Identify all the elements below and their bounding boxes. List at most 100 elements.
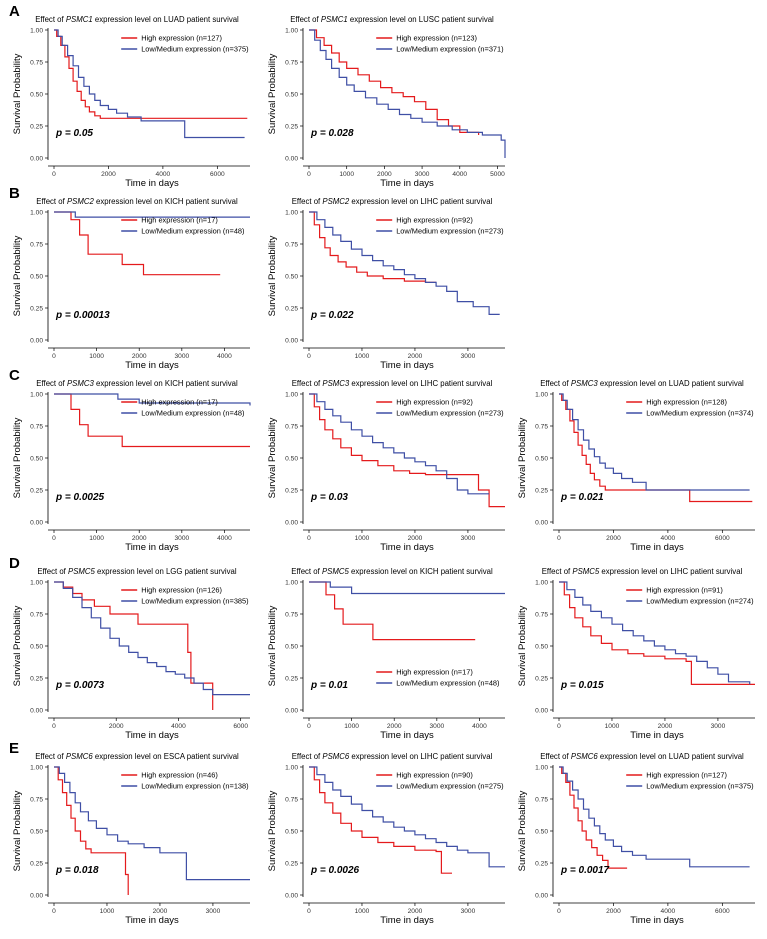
x-tick-label: 4000: [472, 723, 487, 730]
x-tick-label: 6000: [210, 171, 225, 178]
y-tick-label: 0.75: [285, 797, 298, 804]
p-value: p = 0.01: [310, 680, 348, 691]
high-expression-curve: [559, 393, 753, 503]
y-tick-label: 1.00: [285, 210, 298, 217]
y-tick-label: 0.00: [535, 708, 548, 715]
p-value: p = 0.0073: [55, 680, 105, 691]
panel-letter-e: E: [9, 740, 19, 757]
high-expression-curve: [309, 393, 505, 508]
title-gene: PSMC2: [67, 197, 95, 206]
low-medium-expression-curve: [54, 581, 250, 696]
y-axis-label: Survival Probability: [517, 417, 528, 498]
y-tick-label: 0.75: [30, 242, 43, 249]
km-panel-e1-psmc6-esca: Effect of PSMC6 expression level on ESCA…: [12, 752, 250, 926]
p-value: p = 0.0025: [55, 492, 105, 503]
title-prefix: Effect of: [37, 567, 68, 576]
y-tick-label: 0.25: [285, 676, 298, 683]
legend-low-label: Low/Medium expression (n=273): [396, 409, 503, 418]
low-medium-expression-curve: [309, 211, 500, 315]
legend-high-label: High expression (n=92): [396, 398, 473, 407]
title-mid: expression level on: [598, 379, 669, 388]
chart-title: Effect of PSMC2 expression level on KICH…: [36, 197, 238, 206]
x-tick-label: 2000: [377, 171, 392, 178]
high-expression-curve: [54, 766, 129, 895]
title-gene: PSMC3: [322, 379, 350, 388]
y-tick-label: 0.00: [30, 338, 43, 345]
x-axis-label: Time in days: [125, 915, 179, 926]
y-tick-label: 0.25: [30, 861, 43, 868]
chart-title: Effect of PSMC6 expression level on ESCA…: [35, 752, 239, 761]
y-tick-label: 0.00: [30, 708, 43, 715]
high-expression-curve: [309, 766, 452, 874]
x-tick-label: 6000: [715, 908, 730, 915]
title-gene: PSMC6: [66, 752, 94, 761]
low-medium-expression-curve: [559, 581, 751, 685]
x-tick-label: 2000: [387, 723, 402, 730]
title-suffix: patient survival: [690, 752, 744, 761]
y-axis-label: Survival Probability: [517, 790, 528, 871]
x-axis-label: Time in days: [125, 542, 179, 553]
p-value: p = 0.0017: [560, 865, 610, 876]
title-prefix: Effect of: [542, 567, 573, 576]
title-suffix: patient survival: [438, 379, 492, 388]
p-value: p = 0.0026: [310, 865, 360, 876]
chart-title: Effect of PSMC5 expression level on KICH…: [291, 567, 493, 576]
y-tick-label: 0.25: [285, 124, 298, 131]
x-axis-label: Time in days: [125, 730, 179, 741]
x-tick-label: 1000: [89, 535, 104, 542]
chart-title: Effect of PSMC3 expression level on KICH…: [36, 379, 238, 388]
panel-letter-c: C: [9, 367, 20, 384]
x-tick-label: 1000: [339, 171, 354, 178]
x-tick-label: 1000: [89, 353, 104, 360]
legend-high-label: High expression (n=92): [396, 216, 473, 225]
x-tick-label: 0: [52, 723, 56, 730]
y-tick-label: 0.50: [30, 92, 43, 99]
title-cancer: LUSC: [419, 15, 440, 24]
low-medium-expression-curve: [559, 766, 750, 868]
legend-low-label: Low/Medium expression (n=273): [396, 227, 503, 236]
x-tick-label: 0: [557, 723, 561, 730]
y-tick-label: 1.00: [535, 765, 548, 772]
title-suffix: patient survival: [439, 567, 493, 576]
title-mid: expression level on: [95, 567, 166, 576]
p-value: p = 0.021: [560, 492, 604, 503]
chart-title: Effect of PSMC6 expression level on LIHC…: [292, 752, 493, 761]
x-tick-label: 1000: [355, 535, 370, 542]
legend-high-label: High expression (n=127): [646, 771, 727, 780]
x-tick-label: 2000: [408, 535, 423, 542]
y-tick-label: 0.75: [285, 60, 298, 67]
legend-low-label: Low/Medium expression (n=274): [646, 597, 753, 606]
legend-high-label: High expression (n=17): [141, 398, 218, 407]
y-axis-label: Survival Probability: [517, 605, 528, 686]
title-suffix: patient survival: [182, 567, 236, 576]
km-panel-c1-psmc3-kich: Effect of PSMC3 expression level on KICH…: [12, 379, 251, 553]
title-cancer: LIHC: [670, 567, 688, 576]
y-tick-label: 0.50: [285, 274, 298, 281]
low-medium-expression-curve: [559, 393, 750, 491]
title-suffix: patient survival: [688, 567, 742, 576]
x-tick-label: 3000: [429, 723, 444, 730]
title-prefix: Effect of: [292, 197, 323, 206]
title-gene: PSMC5: [68, 567, 96, 576]
title-suffix: patient survival: [184, 197, 238, 206]
title-gene: PSMC1: [321, 15, 348, 24]
title-mid: expression level on: [349, 567, 420, 576]
chart-title: Effect of PSMC3 expression level on LUAD…: [540, 379, 744, 388]
y-axis-label: Survival Probability: [267, 417, 278, 498]
y-tick-label: 0.25: [285, 306, 298, 313]
km-panel-b1-psmc2-kich: Effect of PSMC2 expression level on KICH…: [12, 197, 250, 371]
y-axis-label: Survival Probability: [12, 605, 23, 686]
y-tick-label: 0.50: [285, 644, 298, 651]
chart-title: Effect of PSMC1 expression level on LUSC…: [290, 15, 494, 24]
x-axis-label: Time in days: [380, 542, 434, 553]
y-tick-label: 0.25: [30, 306, 43, 313]
y-tick-label: 0.00: [30, 156, 43, 163]
x-tick-label: 2000: [658, 723, 673, 730]
y-tick-label: 0.75: [285, 242, 298, 249]
x-tick-label: 0: [307, 171, 311, 178]
y-tick-label: 1.00: [30, 765, 43, 772]
x-tick-label: 2000: [109, 723, 124, 730]
legend-low-label: Low/Medium expression (n=48): [141, 409, 244, 418]
high-expression-curve: [54, 393, 250, 448]
title-cancer: ESCA: [164, 752, 186, 761]
